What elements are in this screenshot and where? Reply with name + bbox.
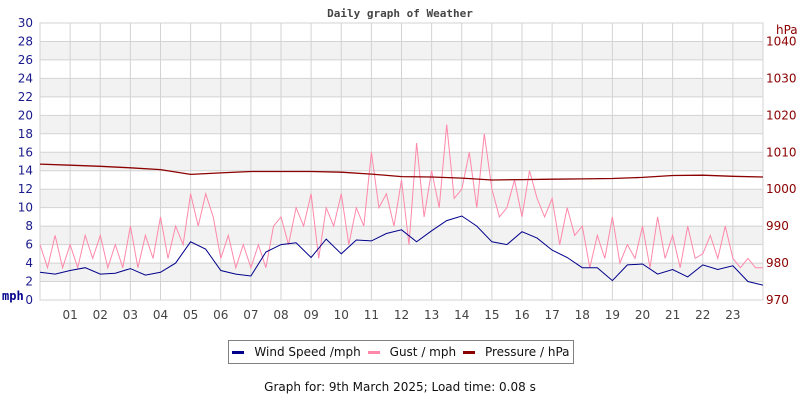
x-tick-label: 22	[695, 308, 710, 322]
legend-label-gust: Gust / mph	[389, 345, 457, 359]
y-left-tick-label: 16	[18, 145, 33, 159]
x-tick-label: 08	[273, 308, 288, 322]
x-tick-label: 18	[575, 308, 590, 322]
y-left-tick-label: 4	[25, 256, 33, 270]
y-left-tick-label: 10	[18, 201, 33, 215]
x-tick-label: 12	[394, 308, 409, 322]
legend-item-wind: Wind Speed /mph	[232, 345, 361, 359]
x-tick-label: 01	[62, 308, 77, 322]
legend-swatch-gust	[367, 350, 380, 354]
y-left-tick-label: 12	[18, 182, 33, 196]
y-left-tick-label: 2	[25, 275, 33, 289]
x-tick-label: 19	[605, 308, 620, 322]
x-tick-label: 14	[454, 308, 469, 322]
y-left-tick-label: 20	[18, 108, 33, 122]
y-right-tick-label: 990	[766, 219, 789, 233]
y-right-tick-label: 970	[766, 293, 789, 307]
y-left-tick-label: 24	[18, 71, 33, 85]
x-tick-label: 10	[334, 308, 349, 322]
y-left-tick-label: 14	[18, 164, 33, 178]
legend-label-pressure: Pressure / hPa	[484, 345, 570, 359]
x-tick-label: 09	[303, 308, 318, 322]
x-tick-label: 03	[123, 308, 138, 322]
x-tick-label: 04	[153, 308, 168, 322]
y-right-tick-label: 1000	[766, 182, 797, 196]
x-tick-label: 05	[183, 308, 198, 322]
y-right-axis-label: hPa	[776, 23, 798, 37]
x-tick-label: 02	[93, 308, 108, 322]
x-tick-label: 13	[424, 308, 439, 322]
footer-status: Graph for: 9th March 2025; Load time: 0.…	[264, 380, 536, 394]
x-tick-label: 11	[364, 308, 379, 322]
y-left-tick-label: 26	[18, 53, 33, 67]
y-right-tick-label: 1020	[766, 108, 797, 122]
y-left-axis-label: mph	[2, 289, 24, 303]
legend-item-pressure: Pressure / hPa	[462, 345, 570, 359]
x-tick-label: 20	[635, 308, 650, 322]
legend: Wind Speed /mph Gust / mph Pressure / hP…	[228, 340, 574, 364]
x-tick-label: 23	[725, 308, 740, 322]
series-line-wind	[39, 215, 764, 286]
legend-swatch-pressure	[462, 350, 475, 354]
x-tick-label: 15	[484, 308, 499, 322]
x-tick-label: 17	[544, 308, 559, 322]
y-left-tick-label: 30	[18, 16, 33, 30]
y-left-tick-label: 0	[25, 293, 33, 307]
series-line-pressure	[39, 163, 764, 181]
y-right-tick-label: 1030	[766, 71, 797, 85]
y-left-tick-label: 18	[18, 127, 33, 141]
y-left-tick-label: 8	[25, 219, 33, 233]
y-left-tick-label: 28	[18, 34, 33, 48]
y-right-tick-label: 1040	[766, 34, 797, 48]
legend-item-gust: Gust / mph	[367, 345, 457, 359]
y-left-tick-label: 22	[18, 90, 33, 104]
series-line-gust	[39, 124, 763, 270]
x-tick-label: 21	[665, 308, 680, 322]
plot-frame	[39, 22, 764, 301]
x-tick-label: 07	[243, 308, 258, 322]
legend-swatch-wind	[232, 350, 245, 354]
y-right-tick-label: 980	[766, 256, 789, 270]
y-right-tick-label: 1010	[766, 145, 797, 159]
x-tick-label: 06	[213, 308, 228, 322]
x-tick-label: 16	[514, 308, 529, 322]
y-left-tick-label: 6	[25, 238, 33, 252]
chart-title: Daily graph of Weather	[327, 7, 473, 20]
legend-label-wind: Wind Speed /mph	[254, 345, 361, 359]
